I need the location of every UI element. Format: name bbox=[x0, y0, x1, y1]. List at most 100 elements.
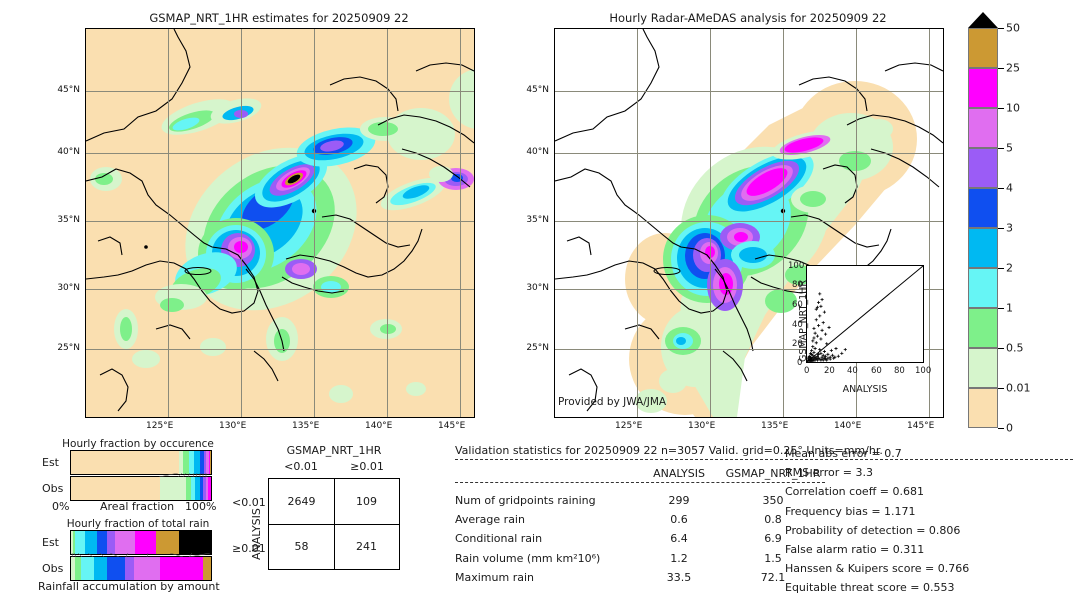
occurrence-bar-obs[interactable] bbox=[70, 476, 212, 501]
contingency-table[interactable]: 2649 109 58 241 bbox=[268, 478, 400, 570]
validation-column-headers: ANALYSIS GSMAP_NRT_1HR bbox=[455, 467, 1075, 480]
fraction-segment bbox=[96, 531, 107, 554]
colorbar-tick-label: 0.5 bbox=[1006, 341, 1024, 355]
scatter-point bbox=[834, 346, 838, 351]
occurrence-axis-label: Areal fraction bbox=[100, 500, 175, 513]
scatter-point bbox=[820, 328, 824, 332]
fraction-segment bbox=[203, 451, 207, 474]
validation-row-label: Num of gridpoints raining bbox=[455, 494, 596, 507]
scatter-point bbox=[821, 353, 825, 357]
fraction-segment bbox=[210, 451, 211, 474]
colorbar-tick bbox=[998, 268, 1004, 270]
right-lat-tick: 30°N bbox=[526, 283, 549, 293]
colorbar-tick bbox=[998, 68, 1004, 70]
scatter-point bbox=[823, 354, 828, 358]
scatter-point bbox=[821, 358, 825, 362]
fraction-segment bbox=[208, 451, 211, 474]
spacer bbox=[455, 467, 640, 480]
validation-score-line: Frequency bias = 1.171 bbox=[785, 504, 916, 518]
fraction-segment bbox=[71, 531, 73, 554]
scatter-point bbox=[813, 346, 817, 351]
right-lon-tick: 135°E bbox=[761, 421, 789, 431]
colorbar-segment bbox=[968, 268, 998, 308]
divider bbox=[455, 459, 1073, 460]
scatter-point bbox=[815, 354, 820, 358]
scatter-point bbox=[812, 356, 816, 360]
colorbar-tick bbox=[998, 308, 1004, 310]
right-lat-tick: 40°N bbox=[526, 147, 549, 157]
data-credit: Provided by JWA/JMA bbox=[558, 396, 667, 408]
right-lon-tick: 145°E bbox=[907, 421, 935, 431]
fraction-segment bbox=[71, 477, 160, 500]
left-lat-tick: 25°N bbox=[57, 343, 80, 353]
validation-row: Num of gridpoints raining 299 350 bbox=[455, 491, 1075, 510]
left-lon-tick: 125°E bbox=[146, 421, 174, 431]
fraction-segment bbox=[72, 531, 75, 554]
scatter-point bbox=[825, 342, 829, 346]
validation-score-line: Probability of detection = 0.806 bbox=[785, 523, 961, 537]
left-precipitation-field bbox=[86, 29, 474, 417]
validation-row-label: Average rain bbox=[455, 513, 525, 527]
scatter-x-axis-label: ANALYSIS bbox=[842, 384, 888, 395]
fraction-segment bbox=[71, 451, 180, 474]
fraction-segment bbox=[125, 557, 134, 580]
validation-analysis-value: 299 bbox=[668, 494, 690, 507]
scatter-point bbox=[811, 339, 815, 343]
total-rain-row-label-obs: Obs bbox=[42, 562, 64, 575]
map-gridline bbox=[637, 29, 638, 417]
scatter-point bbox=[811, 345, 815, 349]
colorbar-segment bbox=[968, 148, 998, 188]
validation-col-model: GSMAP_NRT_1HR bbox=[725, 467, 821, 480]
fraction-segment bbox=[190, 477, 195, 500]
occurrence-bar-est[interactable] bbox=[70, 450, 212, 475]
total-rain-bar-est[interactable] bbox=[70, 530, 212, 555]
scatter-point bbox=[827, 325, 831, 330]
scatter-point bbox=[817, 300, 821, 305]
validation-model-value: 6.9 bbox=[764, 532, 782, 546]
occurrence-axis-max: 100% bbox=[185, 500, 217, 513]
total-rain-axis-label: Rainfall accumulation by amount bbox=[38, 580, 220, 593]
fraction-segment bbox=[200, 451, 204, 474]
scatter-point bbox=[829, 348, 833, 353]
left-lon-tick: 130°E bbox=[219, 421, 247, 431]
scatter-point bbox=[814, 341, 818, 345]
right-lat-tick: 35°N bbox=[526, 215, 549, 225]
right-panel-title: Hourly Radar-AMeDAS analysis for 2025090… bbox=[609, 11, 887, 25]
colorbar-segment bbox=[968, 68, 998, 108]
scatter-x-tick: 40 bbox=[847, 366, 858, 376]
validation-row-label: Conditional rain bbox=[455, 532, 543, 546]
scatter-point bbox=[817, 323, 821, 328]
left-lat-tick: 45°N bbox=[57, 85, 80, 95]
fraction-segment bbox=[74, 531, 85, 554]
scatter-point bbox=[828, 357, 832, 361]
scatter-point bbox=[814, 318, 818, 322]
colorbar-tick bbox=[998, 348, 1004, 350]
map-gridline bbox=[929, 29, 930, 417]
colorbar-segment bbox=[968, 388, 998, 428]
colorbar-tick-label: 10 bbox=[1006, 101, 1020, 115]
contingency-col-label-lt: <0.01 bbox=[284, 460, 318, 473]
scatter-point bbox=[817, 352, 821, 356]
colorbar-tick bbox=[998, 428, 1004, 430]
colorbar-over-arrow bbox=[968, 12, 998, 28]
map-gridline bbox=[241, 29, 242, 417]
colorbar-tick bbox=[998, 228, 1004, 230]
validation-analysis-value: 33.5 bbox=[666, 570, 692, 584]
validation-row: Maximum rain 33.5 72.1 bbox=[455, 568, 1075, 587]
map-gridline bbox=[555, 349, 943, 350]
left-lon-tick: 135°E bbox=[292, 421, 320, 431]
scatter-point bbox=[814, 307, 818, 311]
left-map-panel[interactable] bbox=[85, 28, 475, 418]
scatter-x-tick: 100 bbox=[915, 366, 932, 376]
scatter-point bbox=[843, 347, 847, 352]
scatter-point bbox=[815, 334, 820, 338]
scatter-y-tick: 0 bbox=[797, 358, 803, 368]
divider bbox=[455, 482, 825, 483]
total-rain-bar-obs[interactable] bbox=[70, 556, 212, 581]
scatter-inset-plot[interactable] bbox=[806, 265, 924, 363]
colorbar[interactable]: 50 25 10 5 4 3 2 1 0.5 0.01 0 bbox=[968, 12, 1031, 435]
validation-analysis-value: 1.2 bbox=[670, 551, 688, 565]
validation-score-line: Equitable threat score = 0.553 bbox=[785, 581, 955, 595]
fraction-segment bbox=[134, 557, 160, 580]
fraction-segment bbox=[74, 557, 82, 580]
